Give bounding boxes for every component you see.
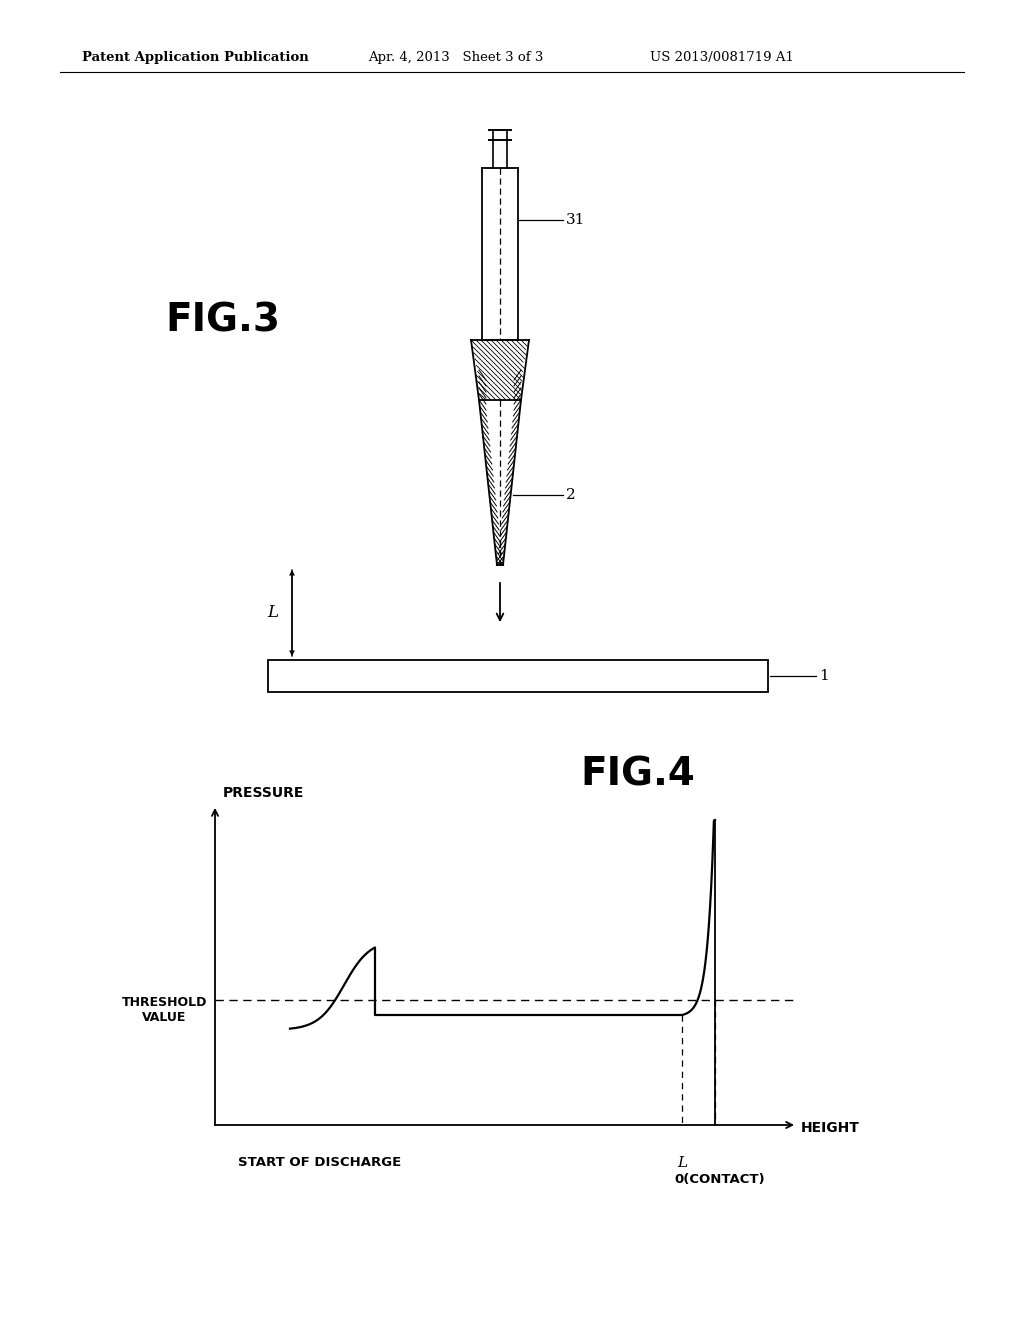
Text: HEIGHT: HEIGHT	[801, 1121, 860, 1135]
Text: THRESHOLD
VALUE: THRESHOLD VALUE	[122, 997, 207, 1024]
Text: FIG.4: FIG.4	[580, 756, 695, 795]
Text: FIG.3: FIG.3	[165, 301, 280, 339]
Text: START OF DISCHARGE: START OF DISCHARGE	[239, 1156, 401, 1170]
Text: Apr. 4, 2013   Sheet 3 of 3: Apr. 4, 2013 Sheet 3 of 3	[368, 51, 544, 65]
Text: 2: 2	[566, 488, 575, 502]
Text: 1: 1	[819, 669, 828, 682]
Text: L: L	[267, 605, 278, 620]
Text: US 2013/0081719 A1: US 2013/0081719 A1	[650, 51, 794, 65]
Text: Patent Application Publication: Patent Application Publication	[82, 51, 309, 65]
Bar	[268, 660, 768, 692]
Text: 31: 31	[566, 213, 586, 227]
Text: L: L	[677, 1156, 687, 1170]
Text: PRESSURE: PRESSURE	[223, 785, 304, 800]
Text: 0(CONTACT): 0(CONTACT)	[675, 1173, 765, 1187]
